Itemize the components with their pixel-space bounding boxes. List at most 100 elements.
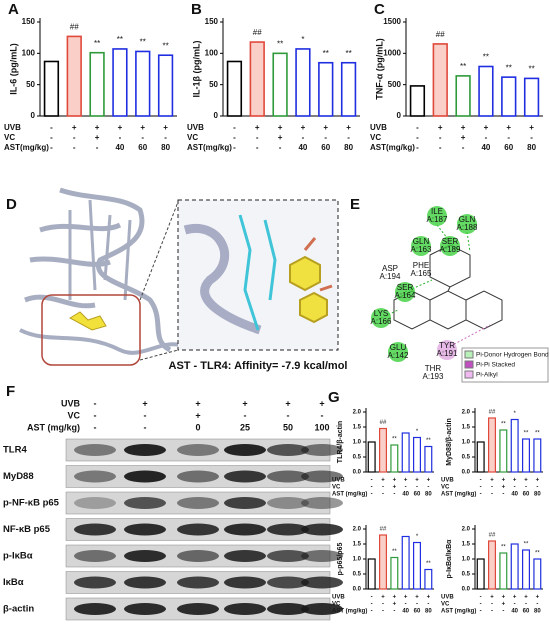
treatment-value: + <box>438 123 443 132</box>
residue-name: SER <box>442 237 459 246</box>
blot-band <box>301 576 343 589</box>
treatment-value: 60 <box>523 609 530 615</box>
treatment-value: - <box>164 133 167 142</box>
significance-label: ** <box>426 438 431 444</box>
residue-node <box>388 342 408 362</box>
treatment-value: - <box>462 143 465 152</box>
y-tick-label: 1.0 <box>353 557 362 563</box>
bar <box>499 552 508 590</box>
treatment-value: - <box>491 602 493 608</box>
treatment-value: - <box>491 609 493 615</box>
bar <box>523 77 540 117</box>
zoom-line <box>139 201 179 301</box>
significance-label: ** <box>506 63 512 72</box>
legend-box <box>461 347 549 383</box>
bar <box>533 438 542 473</box>
treatment-value: - <box>439 133 442 142</box>
bar <box>499 429 508 473</box>
treatment-value: - <box>371 609 373 615</box>
panel-label: A <box>8 1 19 18</box>
blot-band <box>224 497 266 509</box>
blot-band <box>224 470 266 483</box>
treatment-value: 80 <box>344 143 353 152</box>
residue-name: PHE <box>413 261 429 270</box>
treatment-value: 80 <box>534 492 541 498</box>
blot-band <box>224 576 266 589</box>
treatment-value: + <box>278 123 283 132</box>
treatment-value: - <box>393 492 395 498</box>
condition-label: AST (mg/kg) <box>27 422 80 432</box>
treatment-value: + <box>301 123 306 132</box>
treatment-value: - <box>502 492 504 498</box>
treatment-value: + <box>461 123 466 132</box>
legend: Pi-Donor Hydrogen Bond Pi-Pi Stacked Pi-Al… <box>461 347 549 383</box>
treatment-value: + <box>323 123 328 132</box>
bar <box>510 543 519 590</box>
treatment-value: - <box>480 595 482 601</box>
treatment-value: - <box>256 143 259 152</box>
significance-label: ** <box>117 35 123 44</box>
treatment-value: - <box>73 143 76 152</box>
y-tick-label: 0.5 <box>353 455 362 461</box>
condition-value: + <box>195 398 200 408</box>
residue-id: A:194 <box>380 272 401 281</box>
treatment-label: UVB <box>187 123 204 132</box>
residue-name: ASP <box>382 264 398 273</box>
treatment-value: - <box>502 609 504 615</box>
legend-label: Pi-Donor Hydrogen Bond <box>476 352 549 359</box>
treatment-value: - <box>480 485 482 491</box>
blot-band <box>224 444 266 456</box>
treatment-value: 80 <box>425 609 432 615</box>
treatment-label: UVB <box>332 478 345 484</box>
panel-label: D <box>6 196 17 213</box>
treatment-value: + <box>502 478 506 484</box>
ligand <box>68 311 107 331</box>
significance-label: ## <box>436 30 445 39</box>
treatment-value: + <box>427 478 431 484</box>
bar <box>424 568 433 590</box>
bar <box>424 445 433 473</box>
protein-structure <box>19 187 181 355</box>
residue-id: A:191 <box>437 349 458 358</box>
treatment-value: - <box>382 485 384 491</box>
treatment-label: AST(mg/kg) <box>370 143 415 152</box>
blot-band <box>177 603 219 615</box>
residue-name: GLN <box>459 215 476 224</box>
significance-label: ## <box>70 23 79 32</box>
treatment-value: 60 <box>138 143 147 152</box>
treatment-value: - <box>393 609 395 615</box>
blot-band <box>224 603 266 615</box>
condition-value: + <box>195 410 200 420</box>
blot-band <box>177 550 219 562</box>
treatment-value: - <box>427 485 429 491</box>
residue-id: A:165 <box>411 269 432 278</box>
bar <box>295 48 311 117</box>
zoom-line <box>139 349 179 361</box>
residue-node <box>437 340 457 360</box>
y-tick-label: 0.0 <box>353 470 362 476</box>
significance-label: ## <box>380 420 387 426</box>
significance-label: ** <box>528 65 534 74</box>
treatment-value: - <box>416 485 418 491</box>
blot-band <box>74 470 116 483</box>
significance-label: ** <box>162 41 168 50</box>
residue-id: A:193 <box>423 372 444 381</box>
panel-label: C <box>374 1 385 18</box>
treatment-label: UVB <box>4 123 21 132</box>
bar <box>488 540 497 590</box>
y-tick-label: 150 <box>205 17 219 26</box>
treatment-value: + <box>95 133 100 142</box>
treatment-value: - <box>439 143 442 152</box>
y-tick-label: 0.5 <box>462 572 471 578</box>
treatment-value: - <box>371 485 373 491</box>
legend-label: Pi-Alkyl <box>476 372 498 379</box>
treatment-value: - <box>491 485 493 491</box>
treatment-label: UVB <box>370 123 387 132</box>
bar <box>318 61 334 117</box>
y-tick-label: 0.0 <box>353 587 362 593</box>
treatment-value: - <box>233 133 236 142</box>
y-tick-label: 1.5 <box>353 425 362 431</box>
treatment-value: - <box>371 595 373 601</box>
treatment-value: - <box>491 492 493 498</box>
bar <box>478 65 494 117</box>
